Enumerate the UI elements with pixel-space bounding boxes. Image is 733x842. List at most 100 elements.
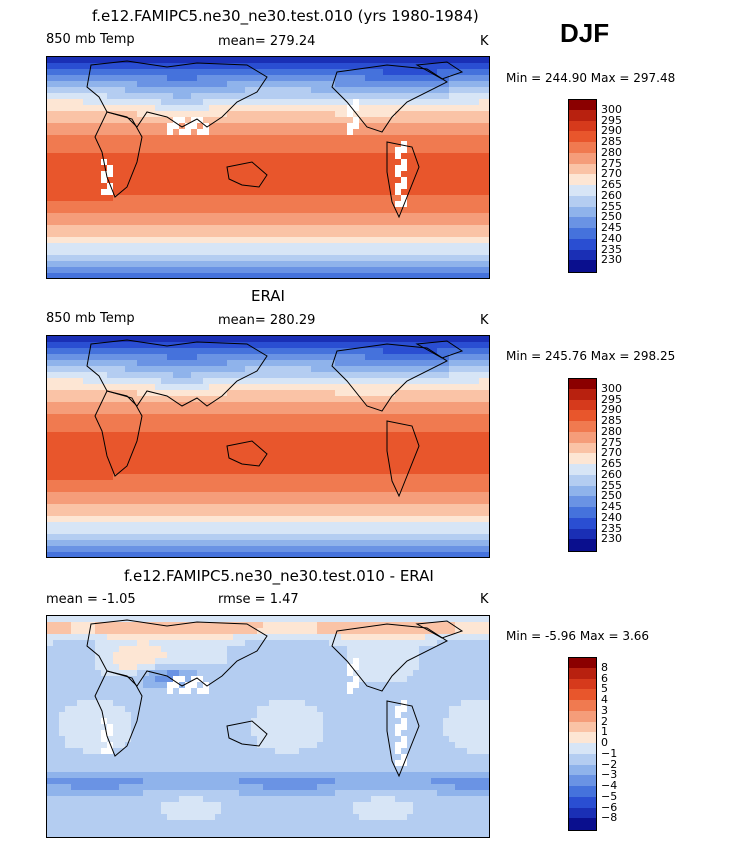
colorbar-swatch bbox=[568, 764, 597, 776]
colorbar-tick-label: 6 bbox=[601, 671, 608, 685]
colorbar-tick-label: 0 bbox=[601, 736, 608, 749]
colorbar-tick-label: 2 bbox=[601, 714, 608, 728]
colorbar-swatch bbox=[568, 109, 597, 121]
colorbar-tick-label: 235 bbox=[601, 242, 622, 256]
colorbar-tick-label: 245 bbox=[601, 221, 622, 234]
colorbar-tick-label: −8 bbox=[601, 811, 618, 825]
colorbar-swatch bbox=[568, 142, 597, 154]
colorbar-tick-label: 270 bbox=[601, 167, 622, 181]
colorbar-tick-label: −3 bbox=[601, 768, 618, 782]
colorbar-swatch bbox=[568, 775, 597, 787]
colorbar-swatch bbox=[568, 721, 597, 733]
colorbar-tick-label: 5 bbox=[601, 682, 608, 696]
panel2-mean-label: mean= 280.29 bbox=[218, 313, 316, 328]
colorbar-swatch bbox=[568, 399, 597, 411]
colorbar-swatch bbox=[568, 474, 597, 486]
colorbar-swatch bbox=[568, 195, 597, 207]
colorbar-swatch bbox=[568, 464, 597, 476]
colorbar-tick-label: 295 bbox=[601, 392, 622, 406]
colorbar-swatch bbox=[568, 786, 597, 798]
colorbar-tick-label: −5 bbox=[601, 789, 618, 803]
panel1-colorbar: 300 295 290 285 280 275 270 265 260 255 250 245 240 2… bbox=[568, 99, 648, 273]
colorbar-swatch bbox=[568, 174, 597, 186]
panel3-mean-label: mean = -1.05 bbox=[46, 592, 136, 607]
colorbar-tick-label: 285 bbox=[601, 414, 622, 427]
colorbar-tick-label: 250 bbox=[601, 210, 622, 224]
colorbar-swatch bbox=[568, 539, 597, 552]
colorbar-tick-label: 260 bbox=[601, 467, 622, 481]
panel1-title: f.e12.FAMIPC5.ne30_ne30.test.010 (yrs 19… bbox=[92, 7, 479, 25]
colorbar-swatch bbox=[568, 217, 597, 229]
colorbar-tick-label: 295 bbox=[601, 113, 622, 127]
colorbar-tick-label: 245 bbox=[601, 500, 622, 513]
panel2-minmax-label: Min = 245.76 Max = 298.25 bbox=[506, 349, 676, 363]
colorbar-tick-label: 265 bbox=[601, 178, 622, 191]
colorbar-tick-label: −6 bbox=[601, 800, 618, 814]
colorbar-tick-label: 270 bbox=[601, 446, 622, 460]
colorbar-tick-label: 1 bbox=[601, 725, 608, 739]
season-label: DJF bbox=[560, 18, 610, 48]
colorbar-tick-label: 8 bbox=[601, 660, 608, 674]
panel2-variable-label: 850 mb Temp bbox=[46, 311, 135, 326]
panel2-colorbar: 300 295 290 285 280 275 270 265 260 255 250 245 240 2… bbox=[568, 378, 648, 552]
colorbar-swatch bbox=[568, 442, 597, 454]
panel2-units-label: K bbox=[480, 313, 489, 328]
colorbar-swatch bbox=[568, 807, 597, 819]
colorbar-swatch bbox=[568, 410, 597, 422]
colorbar-swatch bbox=[568, 528, 597, 540]
colorbar-swatch bbox=[568, 796, 597, 808]
colorbar-tick-label: −4 bbox=[601, 779, 618, 792]
colorbar-tick-label: −2 bbox=[601, 757, 618, 771]
colorbar-swatch bbox=[568, 743, 597, 755]
colorbar-swatch bbox=[568, 249, 597, 261]
panel1-variable-label: 850 mb Temp bbox=[46, 32, 135, 47]
panel3-units-label: K bbox=[480, 592, 489, 607]
colorbar-swatch bbox=[568, 131, 597, 143]
colorbar-swatch bbox=[568, 388, 597, 400]
colorbar-swatch bbox=[568, 378, 597, 391]
colorbar-tick-label: 3 bbox=[601, 703, 608, 717]
panel3-colorbar: 8 6 5 4 3 2 1 0 −1 −2 −3 −4 −5 −6 −8 bbox=[568, 657, 648, 831]
colorbar-tick-label: 235 bbox=[601, 521, 622, 535]
colorbar-tick-label: 250 bbox=[601, 489, 622, 503]
colorbar-tick-label: 290 bbox=[601, 124, 622, 138]
panel3-minmax-label: Min = -5.96 Max = 3.66 bbox=[506, 629, 650, 643]
panel1-minmax-label: Min = 244.90 Max = 297.48 bbox=[506, 71, 676, 85]
colorbar-tick-label: 230 bbox=[601, 253, 622, 267]
colorbar-tick-label: 240 bbox=[601, 231, 622, 245]
colorbar-swatch bbox=[568, 496, 597, 508]
colorbar-tick-label: 285 bbox=[601, 135, 622, 148]
colorbar-tick-label: 230 bbox=[601, 532, 622, 546]
colorbar-swatch bbox=[568, 507, 597, 519]
colorbar-swatch bbox=[568, 163, 597, 175]
colorbar-swatch bbox=[568, 421, 597, 433]
panel3-rmse-label: rmse = 1.47 bbox=[218, 592, 299, 607]
colorbar-swatch bbox=[568, 667, 597, 679]
colorbar-swatch bbox=[568, 453, 597, 465]
colorbar-swatch bbox=[568, 185, 597, 197]
colorbar-swatch bbox=[568, 732, 597, 744]
panel2-map bbox=[46, 335, 490, 558]
colorbar-swatch bbox=[568, 431, 597, 443]
colorbar-tick-label: 275 bbox=[601, 435, 622, 449]
colorbar-swatch bbox=[568, 206, 597, 218]
colorbar-tick-label: 260 bbox=[601, 188, 622, 202]
colorbar-swatch bbox=[568, 120, 597, 132]
colorbar-swatch bbox=[568, 228, 597, 240]
panel3-title: f.e12.FAMIPC5.ne30_ne30.test.010 - ERAI bbox=[124, 567, 434, 585]
colorbar-tick-label: 280 bbox=[601, 424, 622, 438]
panel1-mean-label: mean= 279.24 bbox=[218, 34, 316, 49]
colorbar-tick-label: 265 bbox=[601, 457, 622, 470]
colorbar-swatch bbox=[568, 657, 597, 670]
colorbar-swatch bbox=[568, 152, 597, 164]
colorbar-tick-label: 240 bbox=[601, 510, 622, 524]
colorbar-swatch bbox=[568, 99, 597, 112]
colorbar-swatch bbox=[568, 753, 597, 765]
colorbar-swatch bbox=[568, 260, 597, 273]
colorbar-tick-label: 290 bbox=[601, 403, 622, 417]
colorbar-swatch bbox=[568, 710, 597, 722]
colorbar-swatch bbox=[568, 818, 597, 831]
panel1-map bbox=[46, 56, 490, 279]
colorbar-tick-label: 300 bbox=[601, 102, 622, 116]
colorbar-tick-label: 275 bbox=[601, 156, 622, 170]
